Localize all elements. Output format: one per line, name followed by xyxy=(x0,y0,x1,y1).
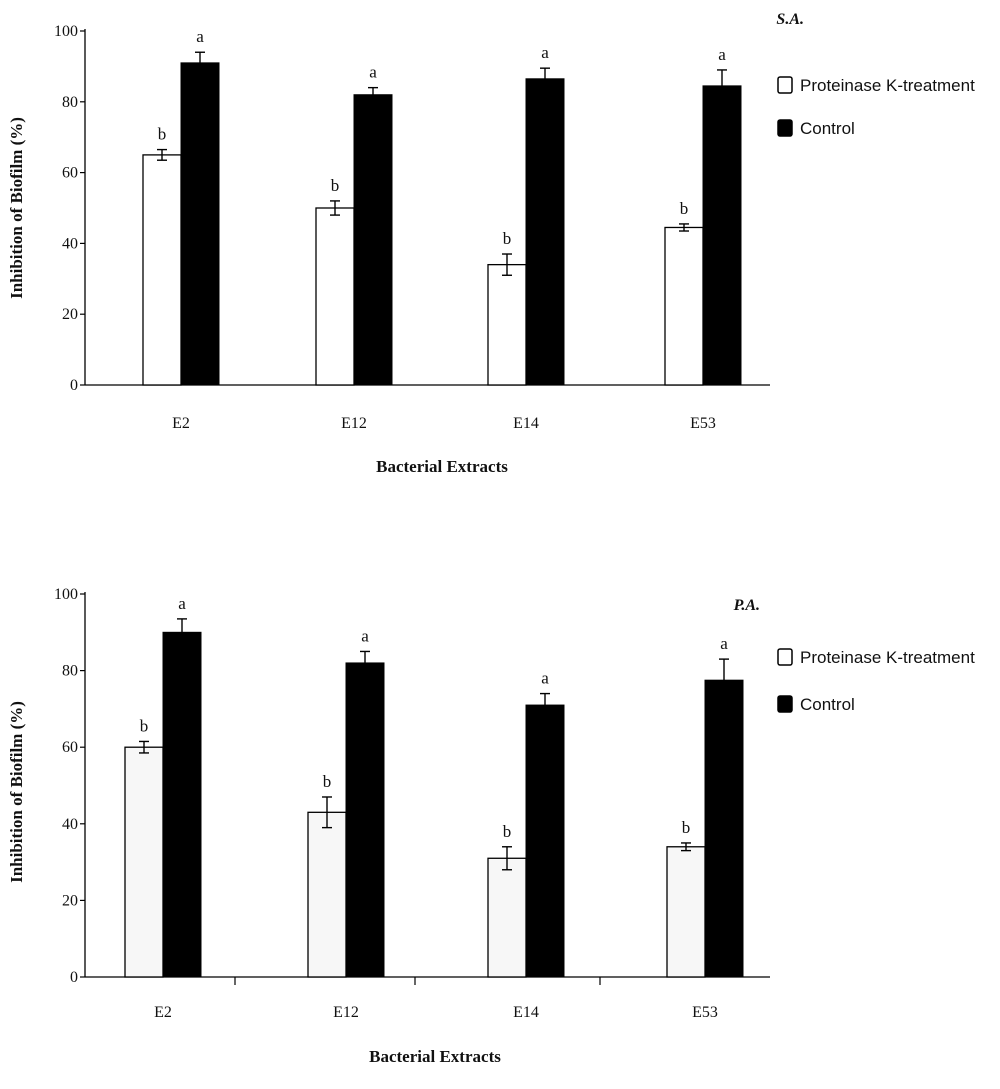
bar-control-e2 xyxy=(180,62,220,386)
significance-letter: b xyxy=(503,229,512,248)
x-category-label: E53 xyxy=(690,415,716,432)
significance-letter: b xyxy=(503,822,512,841)
legend-label: Control xyxy=(800,119,855,138)
x-category-label: E2 xyxy=(172,415,190,432)
legend-swatch-control xyxy=(777,119,793,137)
x-category-label: E12 xyxy=(333,1004,359,1021)
x-category-label: E14 xyxy=(513,1004,539,1021)
y-tick-label: 80 xyxy=(62,94,78,111)
bar-proteinase-e14 xyxy=(487,857,527,978)
y-tick-label: 100 xyxy=(54,586,78,603)
y-tick-label: 60 xyxy=(62,739,78,756)
significance-letter: b xyxy=(331,176,340,195)
significance-letter: b xyxy=(140,716,149,735)
significance-letter: b xyxy=(682,818,691,837)
significance-letter: a xyxy=(541,669,549,688)
x-category-label: E12 xyxy=(341,415,367,432)
significance-letter: b xyxy=(323,772,332,791)
bar-control-e53 xyxy=(702,85,742,386)
significance-letter: a xyxy=(718,45,726,64)
y-axis-title: Inhibition of Biofilm (%) xyxy=(7,117,26,299)
panel-label: S.A. xyxy=(776,11,804,28)
significance-letter: a xyxy=(369,63,377,82)
x-category-label: E14 xyxy=(513,415,539,432)
x-axis-title: Bacterial Extracts xyxy=(369,1047,501,1066)
significance-letter: a xyxy=(720,634,728,653)
y-axis-title: Inhibition of Biofilm (%) xyxy=(7,701,26,883)
significance-letter: b xyxy=(158,125,167,144)
legend-swatch-proteinase xyxy=(777,648,793,666)
x-category-label: E53 xyxy=(692,1004,718,1021)
bar-proteinase-e2 xyxy=(124,746,164,978)
significance-letter: a xyxy=(361,626,369,645)
bar-proteinase-e53 xyxy=(664,226,704,386)
y-tick-label: 20 xyxy=(62,306,78,323)
bar-control-e12 xyxy=(353,94,393,386)
bar-control-e53 xyxy=(704,679,744,978)
y-tick-label: 20 xyxy=(62,892,78,909)
bar-proteinase-e12 xyxy=(307,811,347,978)
y-tick-label: 80 xyxy=(62,663,78,680)
y-tick-label: 0 xyxy=(70,969,78,986)
bar-control-e2 xyxy=(162,631,202,978)
bar-proteinase-e12 xyxy=(315,207,355,386)
bar-control-e14 xyxy=(525,78,565,386)
legend-label: Proteinase K-treatment xyxy=(800,648,975,667)
significance-letter: a xyxy=(541,43,549,62)
significance-letter: a xyxy=(196,27,204,46)
panel-label: P.A. xyxy=(733,597,760,614)
significance-letter: a xyxy=(178,594,186,613)
y-tick-label: 0 xyxy=(70,377,78,394)
y-tick-label: 40 xyxy=(62,235,78,252)
bar-control-e14 xyxy=(525,704,565,978)
legend-swatch-proteinase xyxy=(777,76,793,94)
y-tick-label: 100 xyxy=(54,23,78,40)
significance-letter: b xyxy=(680,199,689,218)
bar-proteinase-e14 xyxy=(487,263,527,386)
legend-label: Control xyxy=(800,695,855,714)
bar-proteinase-e2 xyxy=(142,154,182,386)
x-category-label: E2 xyxy=(154,1004,172,1021)
legend-label: Proteinase K-treatment xyxy=(800,76,975,95)
x-axis-title: Bacterial Extracts xyxy=(376,457,508,476)
bar-control-e12 xyxy=(345,662,385,978)
legend-swatch-control xyxy=(777,695,793,713)
y-tick-label: 60 xyxy=(62,165,78,182)
y-tick-label: 40 xyxy=(62,816,78,833)
bar-proteinase-e53 xyxy=(666,846,706,978)
